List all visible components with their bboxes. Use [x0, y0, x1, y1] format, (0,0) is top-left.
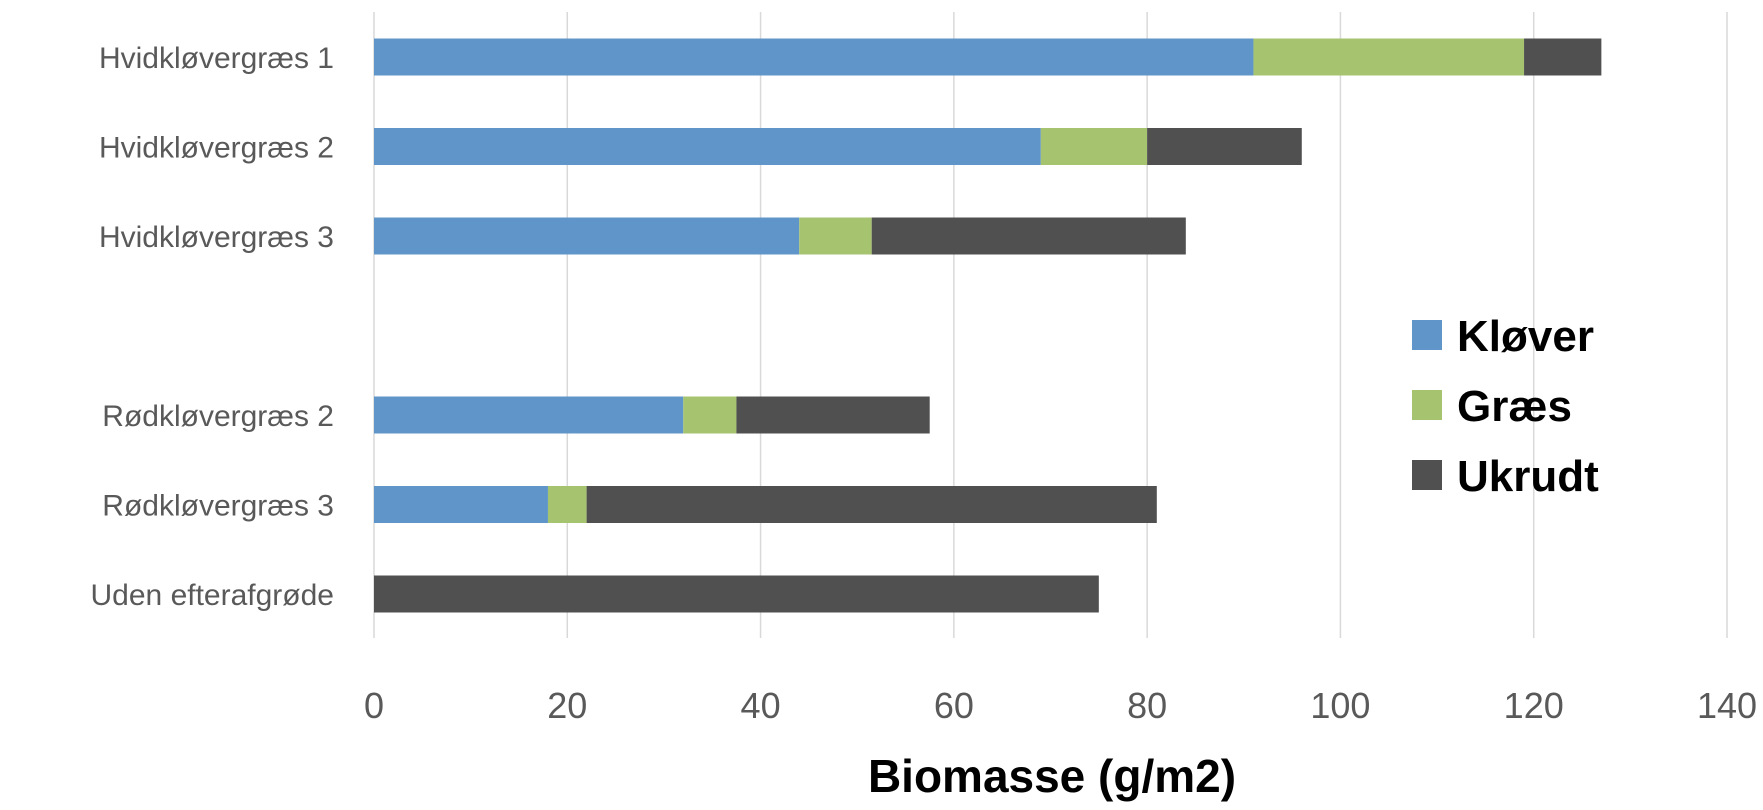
bar-segment-kløver [374, 128, 1041, 165]
legend-swatch [1412, 390, 1442, 420]
bar-segment-kløver [374, 38, 1254, 76]
x-tick-label: 40 [741, 685, 781, 726]
bar-segment-ukrudt [1147, 128, 1302, 165]
bar-segment-græs [547, 486, 587, 523]
category-label: Rødkløvergræs 3 [102, 490, 334, 523]
legend: Kløver Græs Ukrudt [1412, 312, 1599, 501]
category-label: Hvidkløvergræs 3 [99, 221, 334, 254]
x-tick-label: 120 [1504, 685, 1564, 726]
legend-swatch [1412, 460, 1442, 490]
category-label: Hvidkløvergræs 1 [99, 42, 334, 75]
x-tick-label: 60 [934, 685, 974, 726]
bar-segment-græs [1253, 38, 1525, 76]
gridlines [373, 12, 1728, 638]
bar-segment-ukrudt [1524, 38, 1602, 76]
legend-label: Kløver [1457, 312, 1594, 361]
bar-segment-ukrudt [736, 396, 930, 434]
x-axis-title: Biomasse (g/m2) [868, 750, 1236, 802]
x-tick-label: 140 [1697, 685, 1757, 726]
bar-segment-ukrudt [374, 575, 1099, 613]
x-tick-label: 80 [1127, 685, 1167, 726]
x-tick-label: 20 [547, 685, 587, 726]
category-labels: Hvidkløvergræs 1 Hvidkløvergræs 2 Hvidkløv… [91, 42, 334, 612]
legend-label: Ukrudt [1457, 452, 1599, 501]
bar-segment-kløver [374, 217, 800, 255]
bar-segment-kløver [374, 486, 548, 523]
bar-segment-ukrudt [871, 217, 1186, 255]
bar-segment-græs [799, 217, 872, 255]
x-tick-label: 100 [1310, 685, 1370, 726]
category-label: Hvidkløvergræs 2 [99, 132, 334, 165]
bar-segment-kløver [374, 396, 684, 434]
bar-segment-græs [683, 396, 737, 434]
legend-swatch [1412, 320, 1442, 350]
category-label: Rødkløvergræs 2 [102, 400, 334, 433]
category-label: Uden efterafgrøde [91, 579, 334, 612]
bar-segment-græs [1040, 128, 1148, 165]
x-tick-labels: 0 20 40 60 80 100 120 140 [364, 685, 1757, 726]
x-tick-label: 0 [364, 685, 384, 726]
bar-segment-ukrudt [586, 486, 1157, 523]
legend-label: Græs [1457, 382, 1572, 431]
bars [374, 38, 1602, 613]
